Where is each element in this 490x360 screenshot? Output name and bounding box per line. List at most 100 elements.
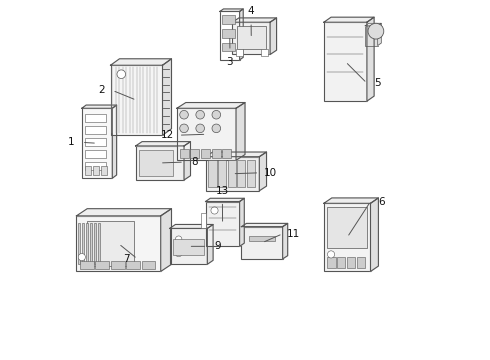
Text: 13: 13: [216, 186, 229, 196]
Bar: [93, 166, 99, 175]
Polygon shape: [283, 224, 288, 259]
Text: 7: 7: [123, 254, 130, 264]
Polygon shape: [177, 103, 245, 108]
Circle shape: [212, 111, 220, 119]
Bar: [191, 149, 199, 158]
Bar: [86, 223, 88, 264]
Bar: [96, 261, 109, 269]
Bar: [208, 160, 217, 187]
Circle shape: [180, 124, 188, 133]
Polygon shape: [324, 198, 378, 203]
Polygon shape: [240, 9, 243, 60]
Polygon shape: [76, 209, 172, 216]
Bar: [111, 65, 163, 135]
Bar: [218, 160, 226, 187]
Bar: [221, 42, 235, 51]
Polygon shape: [240, 198, 245, 246]
Bar: [205, 202, 240, 246]
Bar: [324, 203, 370, 271]
Bar: [180, 149, 189, 158]
Circle shape: [175, 236, 182, 242]
Text: 6: 6: [378, 197, 385, 207]
Bar: [80, 261, 94, 269]
Bar: [201, 213, 206, 228]
Circle shape: [327, 251, 335, 258]
Circle shape: [196, 124, 204, 133]
Polygon shape: [184, 141, 191, 180]
Bar: [85, 162, 106, 170]
Bar: [85, 114, 106, 122]
Polygon shape: [324, 17, 374, 22]
Polygon shape: [378, 23, 381, 45]
Text: 12: 12: [161, 130, 174, 140]
Bar: [136, 146, 184, 180]
Bar: [87, 221, 134, 266]
Text: 9: 9: [215, 241, 221, 251]
Polygon shape: [163, 59, 172, 135]
Bar: [357, 257, 365, 268]
Polygon shape: [259, 152, 267, 191]
Text: 10: 10: [264, 168, 277, 178]
Bar: [111, 261, 124, 269]
Bar: [82, 108, 112, 178]
Bar: [327, 207, 367, 248]
Bar: [236, 49, 243, 55]
Bar: [347, 257, 355, 268]
Bar: [261, 49, 269, 55]
Bar: [205, 157, 259, 191]
Bar: [228, 160, 236, 187]
Bar: [78, 223, 80, 264]
Circle shape: [175, 250, 182, 257]
Bar: [90, 223, 92, 264]
Bar: [248, 236, 275, 241]
Polygon shape: [112, 105, 117, 178]
Bar: [139, 149, 173, 176]
Polygon shape: [270, 18, 276, 54]
Circle shape: [368, 23, 384, 39]
Polygon shape: [170, 225, 213, 228]
Bar: [222, 149, 231, 158]
Bar: [242, 226, 283, 259]
Polygon shape: [207, 225, 213, 264]
Bar: [98, 223, 100, 264]
Bar: [365, 26, 378, 45]
Bar: [201, 149, 210, 158]
Polygon shape: [220, 9, 243, 12]
Polygon shape: [111, 59, 172, 65]
Circle shape: [78, 253, 85, 261]
Polygon shape: [365, 23, 381, 26]
Bar: [212, 149, 220, 158]
Bar: [247, 160, 255, 187]
Bar: [221, 29, 235, 38]
Bar: [85, 150, 106, 158]
Bar: [221, 15, 235, 24]
Bar: [76, 216, 161, 271]
Circle shape: [180, 111, 188, 119]
Text: 4: 4: [248, 6, 254, 17]
Text: 1: 1: [68, 138, 74, 147]
Bar: [142, 261, 155, 269]
Polygon shape: [367, 17, 374, 101]
Bar: [126, 261, 140, 269]
Bar: [327, 257, 336, 268]
Bar: [85, 126, 106, 134]
Bar: [237, 160, 245, 187]
Bar: [173, 239, 204, 255]
Polygon shape: [370, 198, 378, 271]
Bar: [237, 26, 266, 49]
Bar: [232, 22, 270, 54]
Circle shape: [196, 111, 204, 119]
Bar: [85, 138, 106, 146]
Bar: [101, 166, 107, 175]
Polygon shape: [205, 152, 267, 157]
Circle shape: [117, 70, 125, 78]
Bar: [82, 223, 84, 264]
Polygon shape: [232, 18, 276, 22]
Polygon shape: [82, 105, 117, 108]
Bar: [177, 108, 236, 160]
Bar: [170, 228, 207, 264]
Polygon shape: [205, 198, 245, 202]
Bar: [324, 22, 367, 101]
Circle shape: [212, 124, 220, 133]
Text: 2: 2: [98, 85, 105, 95]
